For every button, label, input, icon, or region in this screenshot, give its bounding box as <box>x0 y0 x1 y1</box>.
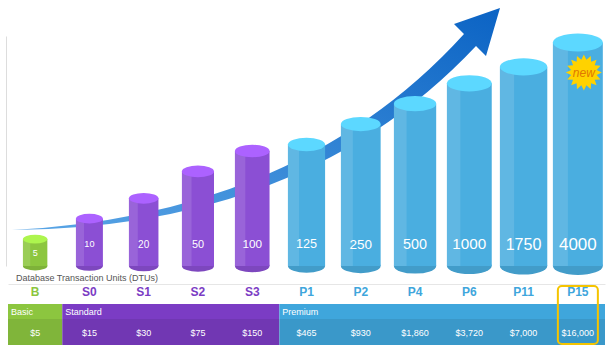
price-label: $15 <box>82 328 97 338</box>
tick-label: P2 <box>353 285 368 299</box>
cylinder-shade <box>553 43 568 266</box>
tick: P2 <box>353 284 368 299</box>
cylinder-body <box>288 144 325 266</box>
tick-label: P1 <box>299 285 314 299</box>
cylinder-body <box>500 67 547 266</box>
plot-area <box>23 34 603 275</box>
cylinder <box>394 96 436 274</box>
tick: S1 <box>136 284 151 299</box>
cylinder-body <box>182 171 214 266</box>
cylinder <box>553 34 603 275</box>
data-label: 1000 <box>452 235 486 252</box>
price-label: $75 <box>190 328 205 338</box>
axis-title: Database Transaction Units (DTUs) <box>16 273 158 283</box>
tick-label: S0 <box>82 285 97 299</box>
tick-label: P6 <box>462 285 477 299</box>
price-band <box>279 319 605 345</box>
cylinder-top <box>447 75 492 91</box>
annotation: new <box>573 66 596 80</box>
cylinder-body <box>341 124 381 266</box>
cylinder-top <box>288 138 325 151</box>
tick-label: P11 <box>513 285 534 299</box>
cylinder-shade <box>23 239 30 266</box>
cylinder-top <box>182 166 214 178</box>
price-band <box>8 319 62 345</box>
x-axis: BS0S1S2S3P1P2P4P6P11P15 <box>9 284 606 299</box>
cylinder-top <box>23 235 47 244</box>
cylinder-shade <box>182 171 192 266</box>
data-label: 100 <box>242 237 262 250</box>
data-label: 1750 <box>506 235 542 253</box>
cylinder-top <box>129 193 159 204</box>
tick: P11 <box>513 284 534 299</box>
tick: P4 <box>408 284 423 299</box>
cylinder-top <box>341 117 381 131</box>
data-label: 4000 <box>559 235 597 254</box>
cylinder <box>447 75 492 274</box>
tick-label: B <box>31 285 40 299</box>
cylinder-shade <box>129 198 138 266</box>
data-label: 500 <box>403 236 427 252</box>
group-label: Premium <box>282 307 318 317</box>
group-label: Standard <box>65 307 102 317</box>
cylinder-top <box>500 58 547 75</box>
tick-label: S3 <box>245 285 260 299</box>
price-label: $930 <box>351 328 371 338</box>
data-label: 20 <box>138 239 150 250</box>
annotation-burst <box>566 55 602 91</box>
data-label: 10 <box>84 239 94 249</box>
price-band <box>62 319 279 345</box>
tick: S2 <box>191 284 206 299</box>
cylinder-body <box>235 151 270 266</box>
cylinder <box>500 58 547 274</box>
y-axis-line <box>6 37 7 267</box>
tick: S0 <box>82 284 97 299</box>
chart: 5 10 20 50 100 125 250 500 1000 1750 4000 Database … <box>0 0 613 357</box>
price-label: $16,000 <box>562 328 595 338</box>
price-label: $5 <box>30 328 40 338</box>
tick: P1 <box>299 284 314 299</box>
cylinder-top <box>553 34 603 52</box>
tick: B <box>31 284 40 299</box>
data-label: 125 <box>296 237 317 251</box>
cylinder <box>235 145 270 272</box>
tick: P6 <box>462 284 477 299</box>
cylinder-shade <box>76 219 84 266</box>
cylinder-top <box>235 145 270 157</box>
cylinder <box>23 235 47 271</box>
tick-label: S2 <box>191 285 206 299</box>
group-band <box>279 304 605 319</box>
cylinder-top <box>394 96 436 111</box>
cylinder <box>341 117 381 273</box>
group-label: Basic <box>11 307 34 317</box>
tick-label: P4 <box>408 285 423 299</box>
highlight-frame <box>558 286 598 344</box>
price-label: $3,720 <box>456 328 484 338</box>
cylinder <box>129 193 159 271</box>
cylinder-body <box>553 43 603 266</box>
cylinder <box>76 214 103 271</box>
group-band <box>8 304 62 319</box>
price-label: $150 <box>242 328 262 338</box>
group-band <box>62 304 279 319</box>
tick: S3 <box>245 284 260 299</box>
data-label: 50 <box>192 238 204 250</box>
cylinder-top <box>76 214 103 224</box>
cylinder-body <box>76 219 103 266</box>
price-label: $465 <box>296 328 316 338</box>
price-label: $7,000 <box>510 328 538 338</box>
price-label: $1,860 <box>401 328 429 338</box>
cylinder-body <box>394 104 436 266</box>
data-label: 250 <box>350 237 373 252</box>
price-label: $30 <box>136 328 151 338</box>
cylinder-body <box>129 198 159 266</box>
tick-label: S1 <box>136 285 151 299</box>
y-axis <box>6 37 7 267</box>
data-label: 5 <box>33 248 38 258</box>
cylinder-body <box>447 83 492 266</box>
cylinder <box>288 138 325 273</box>
cylinder <box>182 166 214 272</box>
